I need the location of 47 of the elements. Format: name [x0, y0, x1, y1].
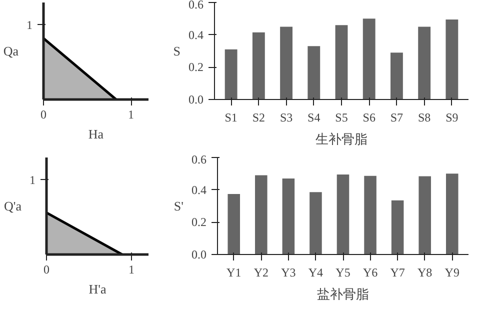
y-axis-title: S — [173, 44, 181, 58]
bar — [446, 174, 458, 254]
x-axis-title: H'a — [88, 282, 106, 296]
y-tick-label: 0.2 — [188, 60, 204, 74]
y-tick-label: 0.6 — [192, 152, 206, 166]
x-axis-title: 盐补骨脂 — [317, 288, 369, 302]
bar — [228, 194, 240, 254]
bar — [336, 174, 350, 254]
x-tick-label: S7 — [390, 110, 404, 124]
x-tick-label: Y9 — [444, 266, 460, 280]
x-tick-label: 0 — [44, 262, 50, 276]
y-axis-title: Qa — [3, 44, 19, 58]
bar — [391, 200, 404, 254]
x-tick-label: S2 — [252, 110, 266, 124]
x-tick-label: S8 — [418, 110, 431, 124]
y-tick-label: 0.0 — [192, 248, 206, 262]
x-tick-label: Y8 — [418, 266, 432, 280]
y-tick-label: 0.0 — [188, 92, 204, 106]
x-tick-label: 0 — [40, 108, 46, 122]
y-axis-title: Q'a — [4, 198, 22, 214]
x-tick-label: S3 — [280, 110, 293, 124]
x-tick-label: Y2 — [254, 266, 268, 280]
bar — [282, 178, 295, 254]
x-tick-label: Y7 — [390, 266, 405, 280]
x-tick-label: Y4 — [308, 266, 324, 280]
x-tick-label: S9 — [446, 110, 458, 124]
x-tick-label: S5 — [335, 110, 348, 124]
y-axis-title: S' — [174, 198, 184, 214]
x-tick-label: Y1 — [226, 266, 242, 280]
bar — [310, 192, 322, 254]
bar — [364, 176, 376, 254]
x-tick-label: Y5 — [336, 266, 350, 280]
y-tick-label: 0.6 — [188, 0, 204, 12]
bar — [255, 175, 268, 254]
bar — [418, 176, 431, 254]
x-tick-label: 1 — [128, 108, 134, 122]
x-tick-label: Y6 — [362, 266, 378, 280]
x-tick-label: S1 — [224, 110, 238, 124]
x-tick-label: 1 — [128, 262, 134, 276]
x-tick-label: S6 — [362, 110, 376, 124]
x-axis-title: 生补骨脂 — [316, 132, 368, 148]
y-tick-label: 0.4 — [188, 28, 204, 42]
x-axis-title: Ha — [88, 126, 104, 142]
x-tick-label: Y3 — [281, 266, 296, 280]
y-tick-label: 0.2 — [192, 215, 206, 230]
x-tick-label: S4 — [308, 110, 320, 124]
y-tick-label: 0.4 — [192, 182, 206, 197]
